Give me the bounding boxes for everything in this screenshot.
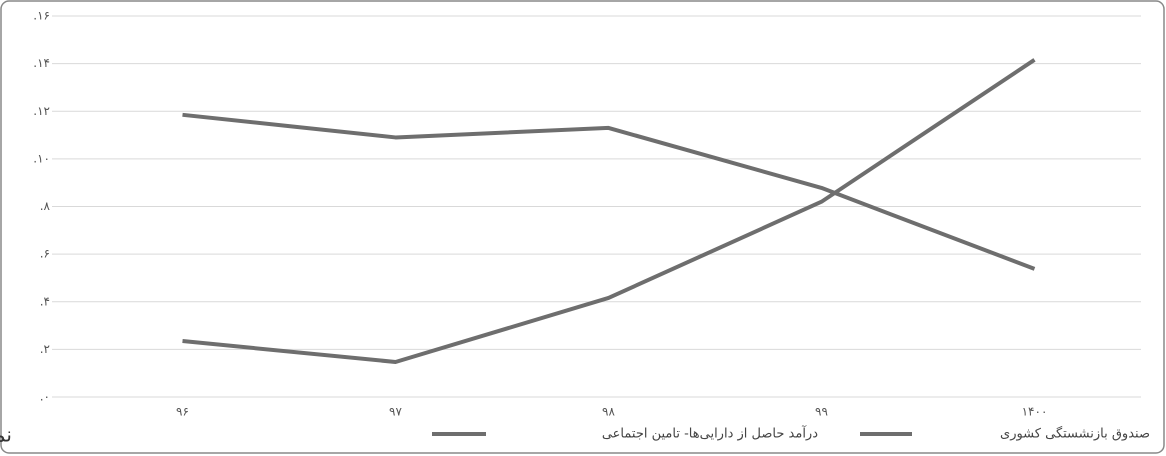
y-tick-label: .۴ (40, 294, 50, 308)
source-note: نمودار: صمت (0, 423, 12, 447)
legend-label: صندوق بازنشستگی کشوری (1000, 426, 1150, 442)
y-tick-label: .۱۶ (33, 9, 50, 23)
y-tick-label: .۲ (40, 342, 50, 356)
x-tick-label: ۹۶ (176, 405, 189, 419)
legend-label: درآمد حاصل از دارایی‌ها- تامین اجتماعی (602, 425, 818, 442)
y-tick-label: .۱۰ (33, 151, 50, 165)
y-tick-label: .۶ (40, 247, 50, 261)
x-tick-label: ۹۸ (602, 405, 615, 419)
y-tick-label: .۸ (40, 199, 51, 213)
y-tick-label: .۱۲ (33, 104, 50, 118)
y-tick-label: .۱۴ (33, 56, 50, 70)
series-line (182, 112, 1036, 271)
x-tick-label: ۱۴۰۰ (1022, 405, 1048, 419)
y-tick-label: .۰ (40, 390, 50, 404)
x-tick-label: ۹۹ (815, 405, 828, 419)
x-tick-label: ۹۷ (389, 405, 402, 419)
series-line (182, 58, 1036, 364)
